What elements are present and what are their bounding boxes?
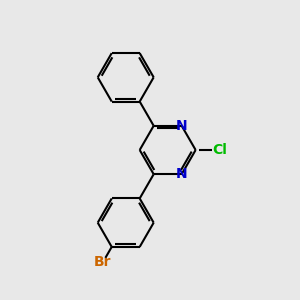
Text: Br: Br <box>94 255 112 269</box>
Text: N: N <box>176 167 188 181</box>
Text: Cl: Cl <box>212 143 226 157</box>
Text: N: N <box>176 119 188 133</box>
